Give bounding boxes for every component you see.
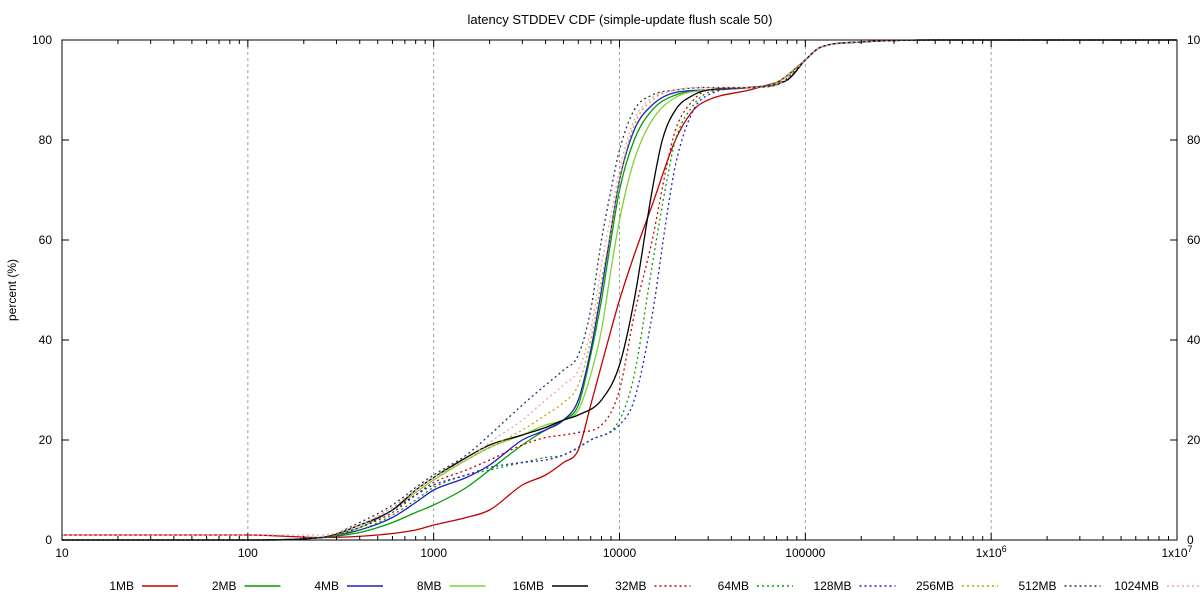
series-line-32mb — [62, 39, 1177, 541]
x-tick-label: 10000 — [603, 546, 637, 560]
x-tick-label: 100000 — [785, 546, 825, 560]
x-tick-label: 1x107 — [1161, 544, 1192, 560]
legend-label-256mb: 256MB — [916, 579, 954, 593]
y-tick-label-right: 40 — [1187, 333, 1200, 347]
y-axis-label: percent (%) — [5, 259, 19, 321]
x-tick-label: 100 — [238, 546, 258, 560]
legend-label-1024mb: 1024MB — [1114, 579, 1159, 593]
y-tick-label: 0 — [45, 533, 52, 547]
legend-label-64mb: 64MB — [718, 579, 749, 593]
y-tick-label-right: 100 — [1187, 33, 1200, 47]
y-tick-label: 100 — [32, 33, 52, 47]
x-tick-label: 1x106 — [976, 544, 1007, 560]
y-tick-label: 60 — [39, 233, 53, 247]
series-line-1024mb — [62, 39, 1177, 536]
legend-label-16mb: 16MB — [513, 579, 544, 593]
legend-label-128mb: 128MB — [813, 579, 851, 593]
legend-label-8mb: 8MB — [417, 579, 442, 593]
x-tick-label: 1000 — [420, 546, 447, 560]
y-tick-label: 40 — [39, 333, 53, 347]
y-tick-label-right: 20 — [1187, 433, 1200, 447]
series-lines — [62, 39, 1177, 541]
y-tick-label-right: 80 — [1187, 133, 1200, 147]
legend-label-2mb: 2MB — [212, 579, 237, 593]
legend: 1MB 2MB 4MB 8MB 16MB 32MB 64MB 128MB 256MB 512MB 1… — [109, 579, 1200, 593]
legend-label-4mb: 4MB — [314, 579, 339, 593]
legend-label-512mb: 512MB — [1018, 579, 1056, 593]
y-tick-label: 20 — [39, 433, 53, 447]
chart-title: latency STDDEV CDF (simple-update flush … — [468, 12, 773, 27]
y-tick-label-right: 0 — [1187, 533, 1194, 547]
legend-label-1mb: 1MB — [109, 579, 134, 593]
y-tick-label-right: 60 — [1187, 233, 1200, 247]
y-tick-label: 80 — [39, 133, 53, 147]
legend-label-32mb: 32MB — [615, 579, 646, 593]
grid-lines — [247, 40, 992, 540]
x-tick-label: 10 — [55, 546, 69, 560]
